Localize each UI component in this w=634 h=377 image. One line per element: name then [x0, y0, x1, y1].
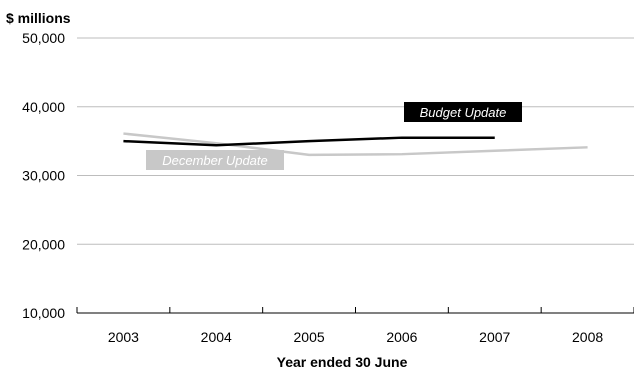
- x-tick-label: 2007: [479, 329, 510, 345]
- legend-label-budget-update-text: Budget Update: [420, 105, 507, 120]
- y-axis-tick-labels: 10,000 20,000 30,000 40,000 50,000: [22, 30, 65, 321]
- y-tick-label: 20,000: [22, 236, 65, 252]
- legend-label-december-update-text: December Update: [162, 153, 268, 168]
- series-line-budget-update: [123, 136, 495, 147]
- x-tick-label: 2003: [108, 329, 139, 345]
- y-tick-label: 40,000: [22, 99, 65, 115]
- series-labels: Budget Update December Update: [146, 102, 522, 170]
- x-tick-label: 2004: [201, 329, 232, 345]
- series-line-december-update: [123, 132, 588, 157]
- y-tick-label: 30,000: [22, 168, 65, 184]
- x-axis-label: Year ended 30 June: [277, 354, 408, 370]
- x-axis: [76, 307, 634, 314]
- x-tick-label: 2005: [294, 329, 325, 345]
- legend-label-budget-update: Budget Update: [404, 102, 522, 122]
- gridlines: [77, 37, 634, 245]
- y-tick-label: 50,000: [22, 30, 65, 46]
- x-axis-tick-labels: 2003 2004 2005 2006 2007 2008: [108, 329, 604, 345]
- y-tick-label: 10,000: [22, 305, 65, 321]
- legend-label-december-update: December Update: [146, 150, 284, 170]
- x-tick-label: 2006: [386, 329, 417, 345]
- series-lines: [123, 132, 588, 157]
- legend-label-budget-update-box: [404, 102, 522, 122]
- x-tick-label: 2008: [572, 329, 603, 345]
- legend-label-december-update-box: [146, 150, 284, 170]
- y-axis-label: $ millions: [6, 10, 71, 26]
